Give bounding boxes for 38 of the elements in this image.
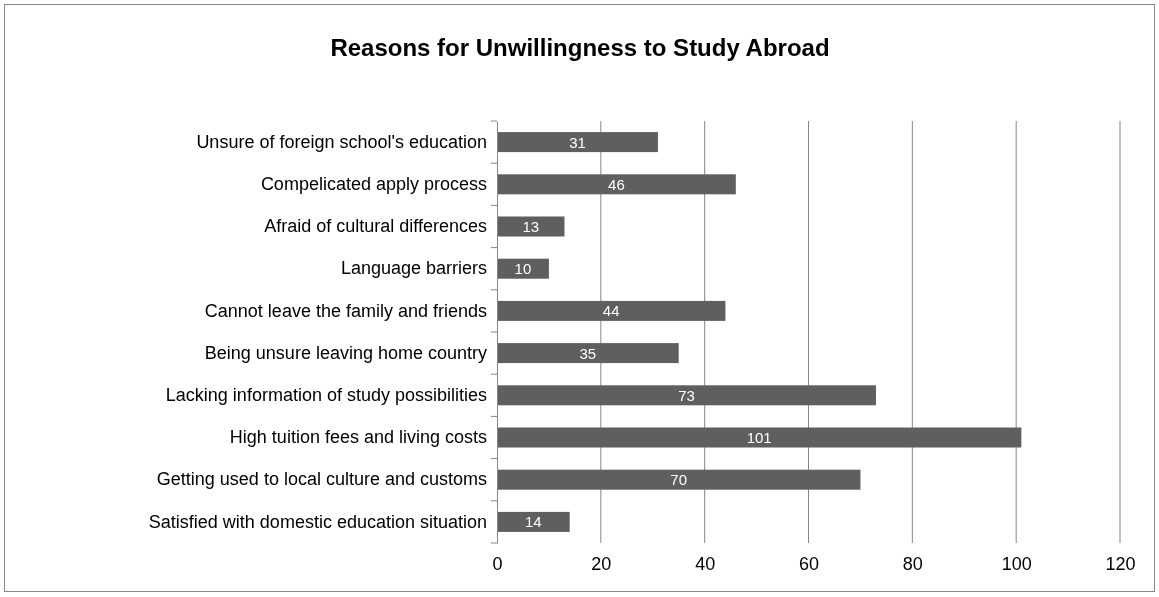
x-tick-label: 20 (591, 553, 612, 574)
data-label: 14 (525, 513, 542, 531)
y-tick-label: Afraid of cultural differences (264, 216, 487, 237)
x-tick-label: 0 (492, 553, 503, 574)
x-tick-label: 80 (902, 553, 923, 574)
bar (497, 216, 565, 237)
data-label: 13 (522, 218, 540, 235)
y-tick-label: Satisfied with domestic education situation (148, 511, 487, 532)
bar (497, 343, 679, 364)
y-tick-label: High tuition fees and living costs (229, 427, 487, 448)
x-tick-label: 40 (695, 553, 716, 574)
bar (497, 427, 1022, 448)
x-tick-label: 120 (1105, 553, 1136, 574)
bar (497, 300, 726, 321)
data-label: 73 (678, 386, 695, 404)
data-label: 10 (514, 260, 532, 278)
y-tick-label: Unsure of foreign school's education (196, 131, 487, 152)
chart-title: Reasons for Unwillingness to Study Abroad (330, 34, 830, 61)
bar (497, 385, 876, 406)
y-tick-label: Compelicated apply process (260, 174, 487, 195)
data-label: 70 (670, 471, 688, 489)
y-tick-label: Being unsure leaving home country (204, 342, 487, 363)
bar (497, 174, 736, 195)
data-label: 31 (569, 133, 586, 151)
y-tick-label: Cannot leave the family and friends (204, 300, 487, 321)
y-tick-label: Language barriers (340, 258, 487, 279)
x-tick-label: 100 (1001, 553, 1032, 574)
y-tick-label: Lacking information of study possibilities (165, 385, 487, 406)
data-label: 35 (579, 344, 597, 362)
y-tick-label: Getting used to local culture and customs (156, 469, 487, 490)
bar (497, 469, 861, 490)
bar (497, 511, 570, 532)
data-label: 101 (746, 429, 772, 446)
data-label: 46 (608, 175, 625, 193)
x-tick-label: 60 (798, 553, 820, 574)
bar (497, 132, 658, 153)
bar (497, 258, 549, 279)
data-label: 44 (602, 302, 620, 320)
